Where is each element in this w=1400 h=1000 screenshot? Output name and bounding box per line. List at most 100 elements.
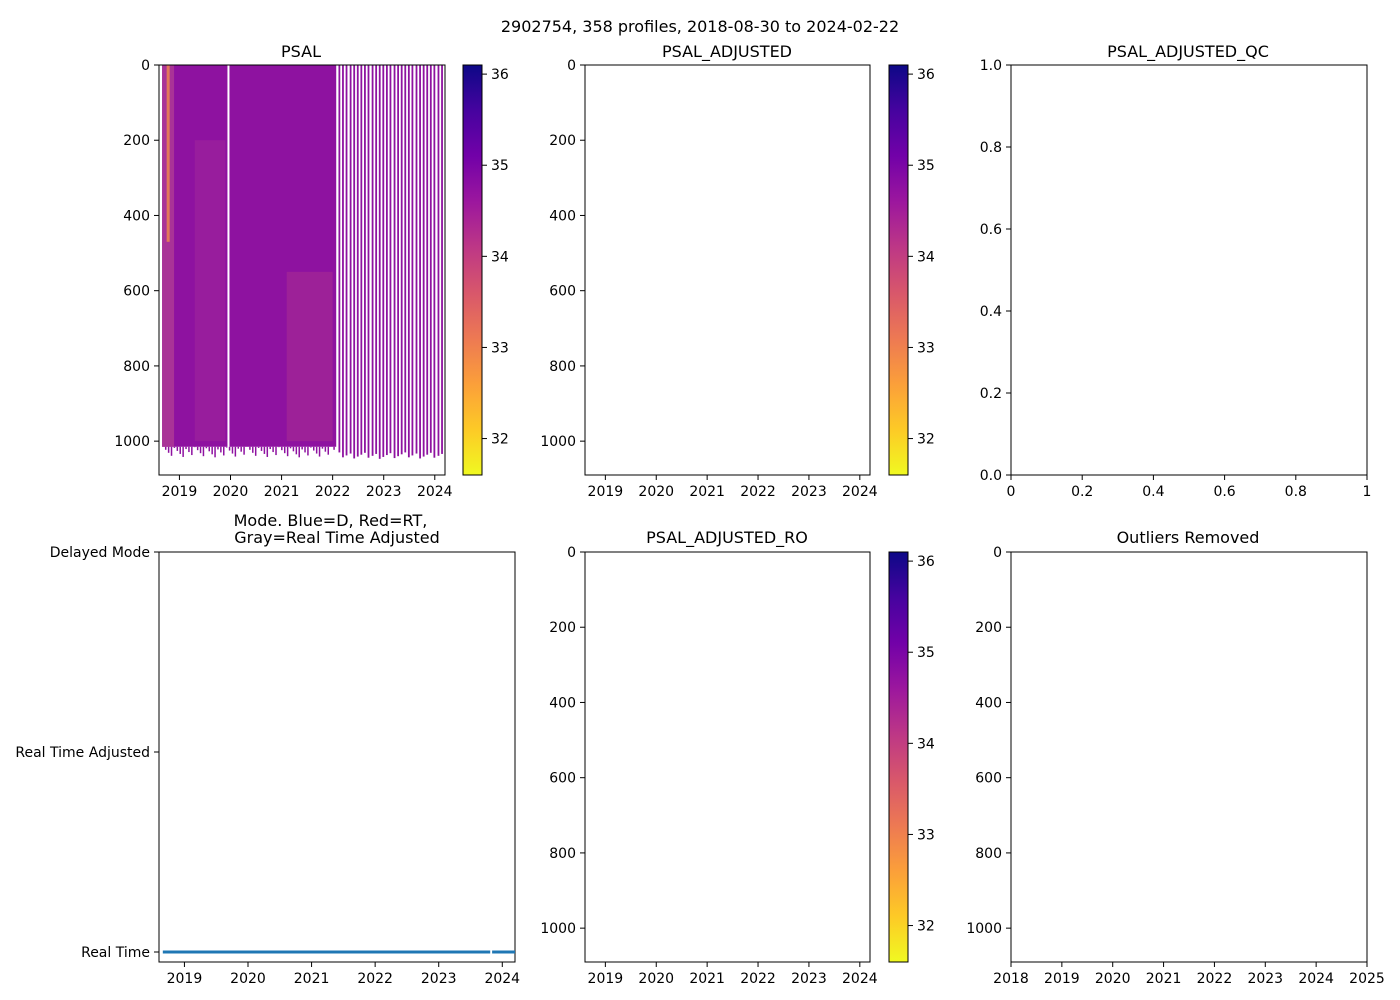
psal-colorbar-tick-label: 35 <box>491 158 509 174</box>
psal_adjusted_ro-x-tick-label: 2023 <box>791 971 827 987</box>
psal-profile <box>378 65 381 459</box>
psal-bottom-spike <box>179 446 181 454</box>
psal-profile <box>371 65 374 456</box>
psal-y-tick-label: 400 <box>123 208 150 224</box>
psal-x-tick-label: 2020 <box>213 484 249 500</box>
psal-colorbar-tick-label: 33 <box>491 340 509 356</box>
psal-profile <box>407 65 410 458</box>
psal-bottom-spike <box>310 446 312 448</box>
psal-profile <box>349 65 352 454</box>
psal-adjusted-qc-panel: PSAL_ADJUSTED_QC 0 0.2 0.4 0.6 0.8 1 0.0 0.2 0.4… <box>980 42 1372 500</box>
psal-deep-band <box>286 271 333 442</box>
psal_adjusted-colorbar-tick-label: 33 <box>917 340 935 356</box>
psal-profile <box>338 65 341 453</box>
psal_adjusted_qc-y-tick-label: 0.6 <box>980 222 1002 238</box>
mode-y-tick-label: Delayed Mode <box>50 545 150 561</box>
outliers-y-tick-label: 800 <box>975 846 1002 862</box>
psal-profile <box>364 65 366 453</box>
psal-bottom-spike <box>312 446 315 451</box>
psal_adjusted_qc-y-tick-label: 0.8 <box>980 140 1002 156</box>
psal-profile <box>382 65 385 457</box>
psal-bottom-spike <box>231 446 234 454</box>
psal_adjusted-colorbar-tick-label: 35 <box>917 158 935 174</box>
psal_adjusted-colorbar-tick-label: 34 <box>917 249 935 265</box>
outliers-x-tick-label: 2023 <box>1247 971 1283 987</box>
outliers-x-tick-label: 2021 <box>1146 971 1182 987</box>
psal_adjusted-y-tick-label: 1000 <box>540 434 576 450</box>
psal-profile <box>393 65 396 459</box>
psal-profile <box>353 65 356 459</box>
psal-bottom-spike <box>243 446 245 455</box>
psal-bottom-spike <box>205 446 208 449</box>
psal_adjusted_ro-colorbar-tick-label: 36 <box>917 554 935 570</box>
psal-bottom-spike <box>252 446 254 453</box>
psal_adjusted_ro-x-tick-label: 2022 <box>740 971 776 987</box>
psal_adjusted-x-tick-label: 2019 <box>588 484 624 500</box>
psal-profile <box>345 65 348 456</box>
psal-profile <box>360 65 363 455</box>
psal-title: PSAL <box>281 42 321 61</box>
psal_adjusted_qc-axes-frame <box>1010 64 1368 476</box>
mode-y-tick-label: Real Time Adjusted <box>15 745 150 761</box>
psal-bottom-spike <box>191 446 193 456</box>
psal-bottom-spike <box>315 446 318 454</box>
mode-title-line-1: Mode. Blue=D, Red=RT, <box>234 511 428 530</box>
psal-bottom-spike <box>275 446 277 456</box>
psal_adjusted-colorbar <box>888 64 909 476</box>
psal-profile <box>342 65 344 458</box>
psal-y-tick-label: 600 <box>123 284 150 300</box>
psal_adjusted_ro-y-tick-label: 400 <box>549 695 576 711</box>
outliers-x-tick-label: 2024 <box>1298 971 1334 987</box>
psal-profile <box>400 65 403 455</box>
psal-dense-block <box>162 65 337 447</box>
psal-bottom-spike <box>321 446 324 449</box>
psal-colorbar-tick-label: 34 <box>491 249 509 265</box>
psal-axes-frame <box>158 64 446 476</box>
psal-bottom-spike <box>269 446 271 450</box>
outliers-axes-frame <box>1010 551 1368 963</box>
psal-bottom-spike <box>176 446 179 451</box>
outliers-y-tick-label: 400 <box>975 695 1002 711</box>
psal_adjusted_qc-y-tick-label: 0.4 <box>980 304 1002 320</box>
mode-x-tick-label: 2020 <box>230 971 266 987</box>
psal-y-tick-label: 800 <box>123 359 150 375</box>
psal-bottom-spike <box>228 446 231 451</box>
psal_adjusted-x-tick-label: 2022 <box>740 484 776 500</box>
psal_adjusted_ro-x-tick-label: 2019 <box>588 971 624 987</box>
mode-panel: Mode. Blue=D, Red=RT, Gray=Real Time Adj… <box>15 511 520 987</box>
psal_adjusted_ro-colorbar-tick-label: 32 <box>917 919 935 935</box>
psal-y-tick-label: 1000 <box>114 434 150 450</box>
psal_adjusted_qc-y-tick-label: 0.0 <box>980 468 1002 484</box>
psal-bottom-spike <box>298 446 300 458</box>
psal-bottom-spike <box>196 446 199 451</box>
psal-bottom-spike <box>254 446 257 456</box>
psal-bottom-spike <box>211 446 213 455</box>
psal-x-tick-label: 2021 <box>264 484 300 500</box>
psal_adjusted_qc-y-tick-label: 1.0 <box>980 58 1002 74</box>
psal-profile <box>426 65 429 455</box>
psal_adjusted_ro-y-tick-label: 200 <box>549 620 576 636</box>
psal-y-tick-label: 0 <box>141 58 150 74</box>
psal_adjusted_ro-x-tick-label: 2024 <box>842 971 878 987</box>
psal_adjusted-y-tick-label: 600 <box>549 284 576 300</box>
psal-profile <box>441 65 443 454</box>
psal-bottom-spike <box>223 446 225 456</box>
psal-colorbar <box>462 64 483 476</box>
psal-bottom-spike <box>260 446 263 451</box>
outliers-y-tick-label: 1000 <box>966 921 1002 937</box>
psal-adjusted-panel: PSAL_ADJUSTED 2019 2020 2021 2022 2023 2024 0 2… <box>540 42 935 500</box>
figure-title: 2902754, 358 profiles, 2018-08-30 to 202… <box>501 17 899 36</box>
psal_adjusted-x-tick-label: 2021 <box>689 484 725 500</box>
psal-bottom-spike <box>240 446 242 452</box>
outliers-x-tick-label: 2022 <box>1197 971 1233 987</box>
psal-mid-band <box>194 140 226 442</box>
psal_adjusted_ro-x-tick-label: 2021 <box>689 971 725 987</box>
psal_adjusted_ro-colorbar <box>888 551 909 963</box>
psal_adjusted_qc-x-tick-label: 0.4 <box>1142 484 1164 500</box>
psal-bottom-spike <box>208 446 211 452</box>
psal-bottom-spike <box>225 446 228 448</box>
psal_adjusted-x-tick-label: 2020 <box>638 484 674 500</box>
psal_adjusted_ro-axes-frame <box>584 551 871 963</box>
psal-bottom-spike <box>295 446 298 455</box>
